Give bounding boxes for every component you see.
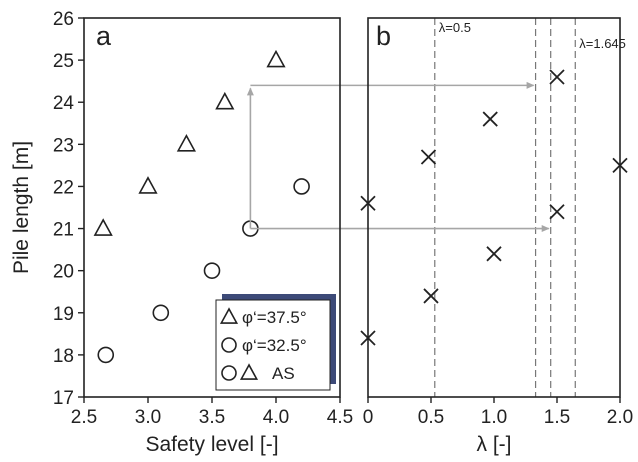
panel-label-a: a (96, 21, 112, 51)
y-tick-label-5: 22 (53, 177, 74, 198)
connector-arrows (246, 81, 550, 233)
legend-marker-2-1 (239, 363, 259, 380)
series-1-point-1 (152, 304, 170, 322)
x-axis-title-b: λ [-] (477, 433, 512, 456)
y-tick-label-7: 24 (53, 93, 75, 114)
series-0-point-2 (176, 134, 196, 152)
y-tick-label-4: 21 (53, 220, 74, 241)
x-tick-label-b-0: 0 (363, 407, 374, 428)
legend-marker-0-0 (219, 307, 239, 324)
x-point-3 (549, 204, 565, 220)
series-1-point-0 (97, 346, 115, 364)
panel-b-marks: λ=0.5 λ=1.645 (360, 18, 628, 397)
panel-a-marks (93, 49, 310, 364)
series-0-point-0 (93, 218, 113, 236)
y-tick-label-8: 25 (53, 51, 74, 72)
vertical-line-label-3: λ=1.645 (579, 36, 626, 51)
y-tick-label-1: 18 (53, 346, 74, 367)
legend-marker-1-0 (221, 337, 237, 353)
series-0-point-3 (215, 91, 235, 110)
x-tick-label-a-2: 3.5 (199, 407, 225, 428)
x-tick-label-b-2: 1.0 (481, 407, 507, 428)
x-tick-label-b-1: 0.5 (418, 407, 444, 428)
panel-label-b: b (376, 21, 391, 51)
x-tick-label-a-0: 2.5 (71, 407, 97, 428)
x-tick-label-a-3: 4.0 (263, 407, 289, 428)
x-point-1 (423, 288, 439, 304)
x-tick-label-a-4: 4.5 (327, 407, 353, 428)
legend-entry-1: φ‘=32.5° (242, 336, 307, 355)
series-0-point-4 (266, 49, 286, 68)
series-1-point-4 (293, 178, 310, 195)
x-point-7 (482, 111, 498, 127)
x-point-2 (486, 246, 502, 262)
legend-marker-2-0 (221, 365, 237, 381)
panel-b-frame (367, 17, 621, 398)
series-0-point-1 (138, 176, 158, 194)
vertical-line-label-0: λ=0.5 (439, 20, 471, 35)
axes-frames (83, 17, 621, 398)
y-tick-label-9: 26 (53, 9, 74, 30)
legend: φ‘=37.5° φ‘=32.5° AS (215, 294, 336, 391)
x-axis-title-a: Safety level [-] (145, 433, 278, 456)
ticks: 2.5 3.0 3.5 4.0 4.5 17 18 19 20 21 22 23 24 25 26 0 0.5 1… (53, 9, 633, 428)
y-axis-title: Pile length [m] (10, 141, 33, 274)
y-tick-label-2: 19 (53, 304, 74, 325)
y-tick-label-6: 23 (53, 135, 74, 156)
x-tick-label-b-3: 1.5 (544, 407, 570, 428)
legend-entry-0: φ‘=37.5° (242, 308, 307, 327)
y-tick-label-0: 17 (53, 388, 74, 409)
y-tick-label-3: 20 (53, 262, 74, 283)
x-point-6 (420, 149, 437, 165)
labels: Safety level [-] λ [-] Pile length [m] a b (10, 21, 512, 456)
x-point-8 (549, 69, 565, 85)
legend-entry-2: AS (272, 364, 295, 383)
x-tick-label-b-4: 2.0 (607, 407, 633, 428)
series-1-point-2 (203, 262, 221, 279)
x-tick-label-a-1: 3.0 (135, 407, 161, 428)
